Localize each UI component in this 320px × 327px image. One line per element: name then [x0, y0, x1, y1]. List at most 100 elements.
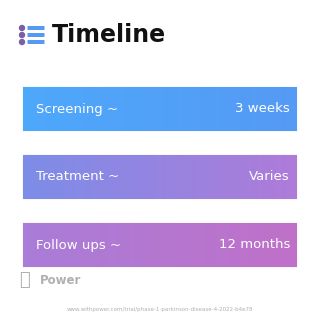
- Bar: [59, 148, 62, 206]
- Text: www.withpower.com/trial/phase-1-parkinson-disease-4-2022-b4e78: www.withpower.com/trial/phase-1-parkinso…: [67, 307, 253, 313]
- Bar: [78, 80, 81, 138]
- Bar: [64, 148, 67, 206]
- Bar: [174, 148, 177, 206]
- Bar: [239, 148, 242, 206]
- Bar: [182, 148, 185, 206]
- Bar: [38, 216, 41, 274]
- Bar: [76, 148, 79, 206]
- Bar: [270, 148, 273, 206]
- Bar: [157, 216, 161, 274]
- Bar: [109, 80, 113, 138]
- Text: ␧: ␧: [20, 271, 30, 289]
- Bar: [220, 80, 223, 138]
- Bar: [86, 216, 89, 274]
- Bar: [143, 216, 146, 274]
- Bar: [256, 216, 259, 274]
- Bar: [131, 80, 134, 138]
- Bar: [122, 80, 124, 138]
- Bar: [283, 148, 285, 206]
- Bar: [222, 148, 225, 206]
- Bar: [69, 148, 72, 206]
- Bar: [129, 148, 132, 206]
- Bar: [23, 80, 26, 138]
- Bar: [201, 80, 204, 138]
- Bar: [278, 216, 281, 274]
- Bar: [157, 148, 161, 206]
- Bar: [71, 80, 74, 138]
- Bar: [268, 148, 271, 206]
- Bar: [40, 80, 43, 138]
- Bar: [167, 216, 170, 274]
- Bar: [198, 216, 201, 274]
- Bar: [246, 80, 249, 138]
- Bar: [194, 216, 196, 274]
- Bar: [285, 148, 288, 206]
- Circle shape: [20, 32, 25, 38]
- Bar: [189, 216, 192, 274]
- Bar: [50, 216, 52, 274]
- Bar: [16, 148, 19, 206]
- Bar: [18, 148, 21, 206]
- Bar: [253, 148, 257, 206]
- Bar: [292, 216, 295, 274]
- Bar: [148, 80, 151, 138]
- Bar: [273, 148, 276, 206]
- Bar: [40, 148, 43, 206]
- Bar: [107, 216, 110, 274]
- Bar: [261, 148, 264, 206]
- Bar: [294, 80, 297, 138]
- Bar: [184, 148, 187, 206]
- Bar: [100, 80, 103, 138]
- Bar: [76, 80, 79, 138]
- Bar: [167, 80, 170, 138]
- Text: Treatment ~: Treatment ~: [36, 170, 119, 183]
- Bar: [256, 80, 259, 138]
- Bar: [283, 80, 285, 138]
- Bar: [64, 80, 67, 138]
- Bar: [237, 216, 240, 274]
- Bar: [23, 148, 26, 206]
- Bar: [124, 148, 127, 206]
- Bar: [42, 216, 45, 274]
- Bar: [203, 216, 206, 274]
- Bar: [54, 80, 57, 138]
- Bar: [213, 216, 216, 274]
- Bar: [294, 148, 297, 206]
- Bar: [91, 216, 93, 274]
- Bar: [83, 80, 86, 138]
- Bar: [208, 148, 211, 206]
- Bar: [105, 80, 108, 138]
- Bar: [294, 216, 297, 274]
- Bar: [232, 80, 235, 138]
- Bar: [45, 216, 48, 274]
- Bar: [93, 216, 96, 274]
- Text: 12 months: 12 months: [219, 238, 290, 251]
- Bar: [54, 148, 57, 206]
- Bar: [283, 216, 285, 274]
- Bar: [131, 148, 134, 206]
- Bar: [302, 148, 305, 206]
- Bar: [266, 216, 268, 274]
- Bar: [213, 80, 216, 138]
- Bar: [16, 80, 19, 138]
- Bar: [54, 216, 57, 274]
- Bar: [246, 216, 249, 274]
- Bar: [194, 80, 196, 138]
- Bar: [186, 80, 189, 138]
- Bar: [155, 80, 158, 138]
- Bar: [124, 216, 127, 274]
- Bar: [270, 80, 273, 138]
- Bar: [153, 148, 156, 206]
- Bar: [196, 80, 199, 138]
- Bar: [275, 148, 278, 206]
- Bar: [59, 80, 62, 138]
- Bar: [61, 80, 65, 138]
- Bar: [234, 80, 237, 138]
- Bar: [244, 216, 247, 274]
- Bar: [211, 148, 213, 206]
- Bar: [138, 80, 141, 138]
- Bar: [256, 148, 259, 206]
- Bar: [153, 80, 156, 138]
- Bar: [81, 80, 84, 138]
- Bar: [136, 80, 139, 138]
